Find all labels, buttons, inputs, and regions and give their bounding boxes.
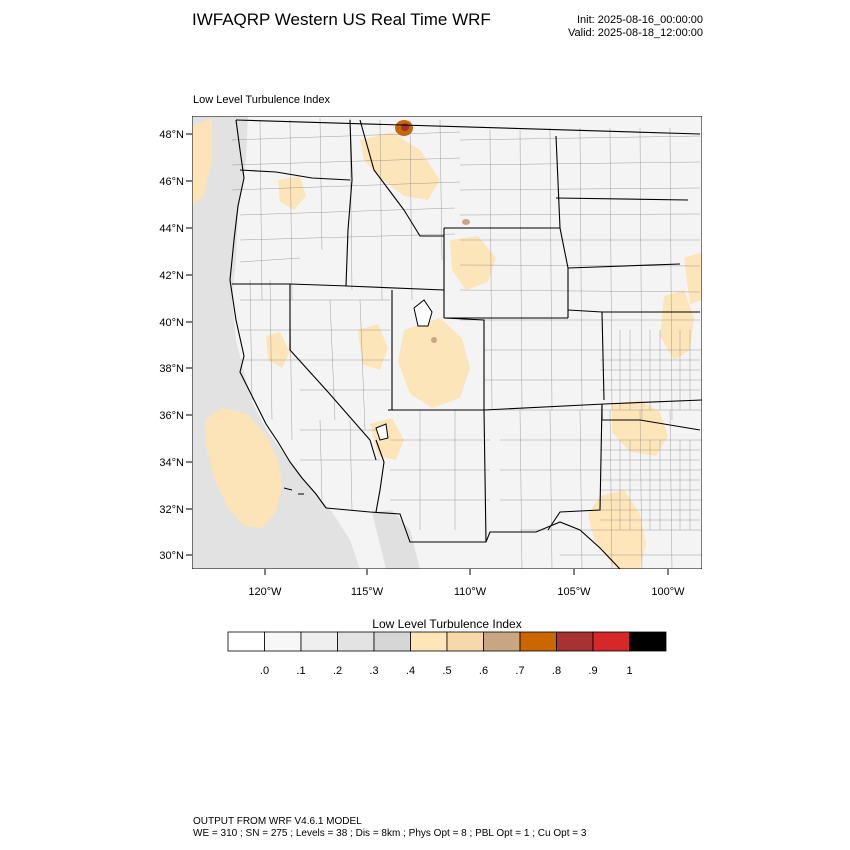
plot-title: IWFAQRP Western US Real Time WRF bbox=[192, 10, 491, 29]
state-borders bbox=[229, 119, 702, 569]
id-or-wa-border bbox=[345, 119, 353, 287]
lon-label: 105°W bbox=[557, 586, 591, 598]
lon-label: 115°W bbox=[351, 586, 384, 598]
lake-mead bbox=[375, 423, 389, 441]
lat-label: 32°N bbox=[159, 504, 184, 516]
run-times: Init: 2025-08-16_00:00:00 Valid: 2025-08… bbox=[568, 14, 703, 40]
montana-core-spot bbox=[401, 123, 409, 131]
lat-label: 42°N bbox=[159, 270, 184, 282]
sd-ne-border bbox=[567, 263, 681, 269]
footer-model-line: OUTPUT FROM WRF V4.6.1 MODEL bbox=[193, 816, 362, 827]
colorbar-swatch bbox=[373, 631, 411, 652]
colorbar-tick-label: .3 bbox=[369, 665, 378, 677]
colorbar-tick-label: .2 bbox=[333, 665, 342, 677]
colorbar-swatch bbox=[556, 631, 594, 652]
colorbar-swatch bbox=[264, 631, 302, 652]
gulf-of-california bbox=[372, 510, 420, 569]
lon-label: 120°W bbox=[248, 586, 282, 598]
co-nm-border bbox=[483, 399, 702, 411]
lat-label: 30°N bbox=[159, 550, 184, 562]
lat-label: 46°N bbox=[159, 176, 184, 188]
great-salt-lake bbox=[413, 299, 433, 327]
map-panel bbox=[192, 116, 702, 569]
offshore-turbulence-patch bbox=[205, 408, 282, 528]
idaho-montana-patch bbox=[360, 132, 440, 200]
texas-turbulence-patch bbox=[588, 490, 646, 569]
valid-time: Valid: 2025-08-18_12:00:00 bbox=[568, 27, 703, 39]
id-nv-ut-border bbox=[345, 285, 445, 291]
colorbar bbox=[227, 631, 667, 652]
colorbar-swatch bbox=[629, 631, 667, 652]
utah-high-spot bbox=[431, 337, 437, 343]
oklahoma-patch bbox=[660, 290, 694, 360]
colorado-river bbox=[375, 439, 385, 513]
ut-co-border bbox=[443, 317, 485, 410]
lon-label: 100°W bbox=[651, 586, 685, 598]
footer-config-line: WE = 310 ; SN = 275 ; Levels = 38 ; Dis … bbox=[193, 828, 587, 839]
colorbar-labels: .0 .1 .2 .3 .4 .5 .6 .7 .8 .9 1 bbox=[260, 665, 633, 677]
nd-sd-border bbox=[555, 197, 689, 201]
colorbar-tick-label: .6 bbox=[479, 665, 488, 677]
lat-label: 48°N bbox=[159, 129, 184, 141]
init-time: Init: 2025-08-16_00:00:00 bbox=[577, 14, 703, 26]
id-mt-border bbox=[359, 119, 444, 237]
wyoming-high-spot bbox=[462, 219, 470, 225]
ca-nv-border bbox=[289, 284, 377, 461]
colorbar-swatch bbox=[446, 631, 484, 652]
wyoming-patch bbox=[450, 236, 496, 290]
dakotas-border bbox=[555, 135, 569, 318]
colorbar-swatch bbox=[592, 631, 630, 652]
lat-label: 36°N bbox=[159, 410, 184, 422]
co-ks-border bbox=[601, 311, 605, 401]
colorbar-tick-label: 1 bbox=[626, 665, 632, 677]
lat-label: 40°N bbox=[159, 317, 184, 329]
colorbar-swatch bbox=[300, 631, 338, 652]
colorbar-tick-label: .9 bbox=[588, 665, 597, 677]
wa-or-border bbox=[239, 169, 351, 181]
colorbar-title: Low Level Turbulence Index bbox=[372, 617, 522, 631]
texas-north-patch bbox=[612, 400, 668, 456]
field-label: Low Level Turbulence Index bbox=[193, 94, 330, 106]
channel-islands bbox=[283, 487, 304, 495]
sierra-patch bbox=[266, 332, 290, 368]
colorbar-swatch bbox=[519, 631, 557, 652]
lat-tick-marks bbox=[186, 133, 192, 556]
tx-nm-border bbox=[547, 403, 603, 531]
county-grid bbox=[231, 117, 702, 569]
lon-label: 110°W bbox=[454, 586, 487, 598]
kansas-east-patch bbox=[684, 252, 702, 304]
washington-coast-patch bbox=[192, 118, 212, 206]
colorbar-tick-label: .1 bbox=[296, 665, 305, 677]
lat-label: 44°N bbox=[159, 223, 184, 235]
colorbar-swatch bbox=[483, 631, 521, 652]
lat-label: 38°N bbox=[159, 363, 184, 375]
nevada-patch bbox=[358, 324, 388, 370]
lon-tick-marks bbox=[264, 569, 669, 575]
colorbar-swatch bbox=[410, 631, 448, 652]
lakes bbox=[283, 299, 433, 495]
colorbar-tick-label: .8 bbox=[552, 665, 561, 677]
west-coast bbox=[229, 119, 327, 509]
colorbar-tick-label: .0 bbox=[260, 665, 269, 677]
lon-labels: 120°W 115°W 110°W 105°W 100°W bbox=[248, 586, 685, 598]
colorbar-swatch bbox=[227, 631, 265, 652]
utah-colorado-patch bbox=[398, 318, 470, 408]
colorbar-tick-label: .4 bbox=[406, 665, 415, 677]
colorbar-swatch bbox=[337, 631, 375, 652]
lat-label: 34°N bbox=[159, 457, 184, 469]
turbulence-patches bbox=[192, 118, 702, 569]
model-footer: OUTPUT FROM WRF V4.6.1 MODEL WE = 310 ; … bbox=[193, 816, 586, 840]
colorbar-tick-label: .7 bbox=[515, 665, 524, 677]
colorbar-tick-label: .5 bbox=[442, 665, 451, 677]
oregon-patch bbox=[278, 176, 306, 210]
mexico-border bbox=[325, 507, 621, 569]
canada-border bbox=[235, 119, 701, 135]
lat-labels: 48°N 46°N 44°N 42°N 40°N 38°N 36°N 34°N … bbox=[159, 129, 184, 562]
az-nm-border bbox=[483, 409, 487, 543]
